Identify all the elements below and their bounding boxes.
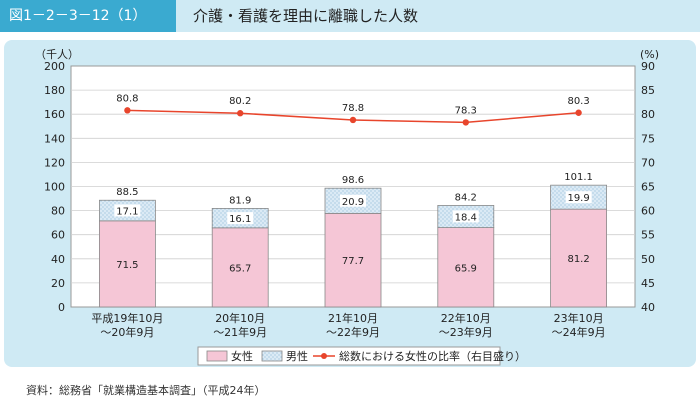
- y2-tick-label: 80: [641, 108, 655, 121]
- x-tick-label-range: ～24年9月: [552, 325, 606, 339]
- y2-tick-label: 90: [641, 60, 655, 73]
- figure-label: 図1－2－3－12（1）: [0, 0, 176, 32]
- ratio-label: 80.2: [229, 96, 251, 107]
- x-tick-label: 20年10月: [215, 311, 265, 325]
- y2-tick-label: 50: [641, 253, 655, 266]
- bar-female: [324, 212, 382, 308]
- x-tick-label-range: ～21年9月: [213, 325, 267, 339]
- bar-total-label: 84.2: [455, 192, 477, 203]
- legend-swatch-ratio-marker: [321, 353, 327, 359]
- bar-label-male: 19.9: [567, 193, 589, 204]
- y2-tick-label: 45: [641, 277, 655, 290]
- legend-label-ratio: 総数における女性の比率（右目盛り）: [339, 349, 526, 363]
- ratio-label: 80.8: [116, 93, 138, 104]
- bar-label-female: 65.7: [229, 263, 251, 274]
- x-tick-label: 平成19年10月: [91, 311, 163, 325]
- y-tick-label: 60: [51, 229, 65, 242]
- y2-tick-label: 85: [641, 84, 655, 97]
- y2-axis-label: (%): [640, 48, 659, 61]
- y-tick-label: 140: [44, 132, 65, 145]
- bar-label-male-bg: [227, 212, 254, 225]
- y2-tick-label: 55: [641, 229, 655, 242]
- bar-female: [437, 227, 495, 308]
- y-tick-label: 160: [44, 108, 65, 121]
- legend-label-male: 男性: [286, 349, 308, 363]
- ratio-point: [124, 107, 131, 114]
- y2-tick-label: 75: [641, 132, 655, 145]
- bar-label-male-bg: [452, 210, 479, 223]
- figure-header: 図1－2－3－12（1） 介護・看護を理由に離職した人数: [0, 0, 700, 32]
- y-tick-label: 20: [51, 277, 65, 290]
- ratio-point: [237, 110, 244, 117]
- y-tick-label: 120: [44, 156, 65, 169]
- x-tick-label: 21年10月: [328, 311, 378, 325]
- bar-total-label: 81.9: [229, 195, 251, 206]
- legend: 女性 男性 総数における女性の比率（右目盛り）: [197, 346, 526, 366]
- y-tick-label: 80: [51, 205, 65, 218]
- legend-swatch-male: [261, 350, 283, 362]
- bar-label-female: 65.9: [455, 263, 477, 274]
- bar-label-male: 18.4: [455, 213, 477, 224]
- bar-label-male: 16.1: [229, 214, 251, 225]
- ratio-label: 78.3: [455, 105, 477, 116]
- bar-female: [211, 227, 269, 308]
- bar-label-male-bg: [114, 204, 141, 217]
- bar-label-female: 71.5: [116, 260, 138, 271]
- bar-label-female: 81.2: [567, 254, 589, 265]
- y-tick-label: 100: [44, 181, 65, 194]
- y2-tick-label: 65: [641, 181, 655, 194]
- y-tick-label: 40: [51, 253, 65, 266]
- ratio-point: [462, 119, 469, 126]
- bar-label-female: 77.7: [342, 256, 364, 267]
- ratio-label: 78.8: [342, 103, 364, 114]
- x-tick-label-range: ～23年9月: [439, 325, 493, 339]
- ratio-point: [349, 116, 357, 124]
- y-tick-label: 200: [44, 60, 65, 73]
- ratio-label: 80.3: [567, 96, 589, 107]
- ratio-point: [575, 109, 582, 116]
- bar-label-male: 20.9: [342, 197, 364, 208]
- bar-label-male-bg: [340, 194, 366, 207]
- bar-total-label: 101.1: [564, 172, 593, 183]
- legend-label-female: 女性: [231, 349, 253, 363]
- y2-tick-label: 40: [641, 301, 655, 314]
- x-tick-label: 23年10月: [554, 311, 604, 325]
- source-note: 資料：総務省「就業構造基本調査」（平成24年）: [26, 384, 266, 397]
- figure-title: 介護・看護を理由に離職した人数: [193, 7, 419, 25]
- y-tick-label: 0: [58, 301, 65, 314]
- y2-tick-label: 70: [641, 156, 655, 169]
- x-tick-label-range: ～20年9月: [100, 325, 154, 339]
- bar-total-label: 88.5: [116, 187, 138, 198]
- y2-tick-label: 60: [641, 205, 655, 218]
- x-tick-label-range: ～22年9月: [326, 325, 380, 339]
- legend-swatch-female: [206, 350, 228, 362]
- bar-label-male-bg: [565, 191, 592, 204]
- bar-female: [99, 220, 156, 308]
- y-axis-label: （千人）: [35, 48, 79, 61]
- bar-label-male: 17.1: [116, 207, 138, 218]
- x-tick-label: 22年10月: [441, 311, 491, 325]
- y-tick-label: 180: [44, 84, 65, 97]
- bar-total-label: 98.6: [342, 175, 364, 186]
